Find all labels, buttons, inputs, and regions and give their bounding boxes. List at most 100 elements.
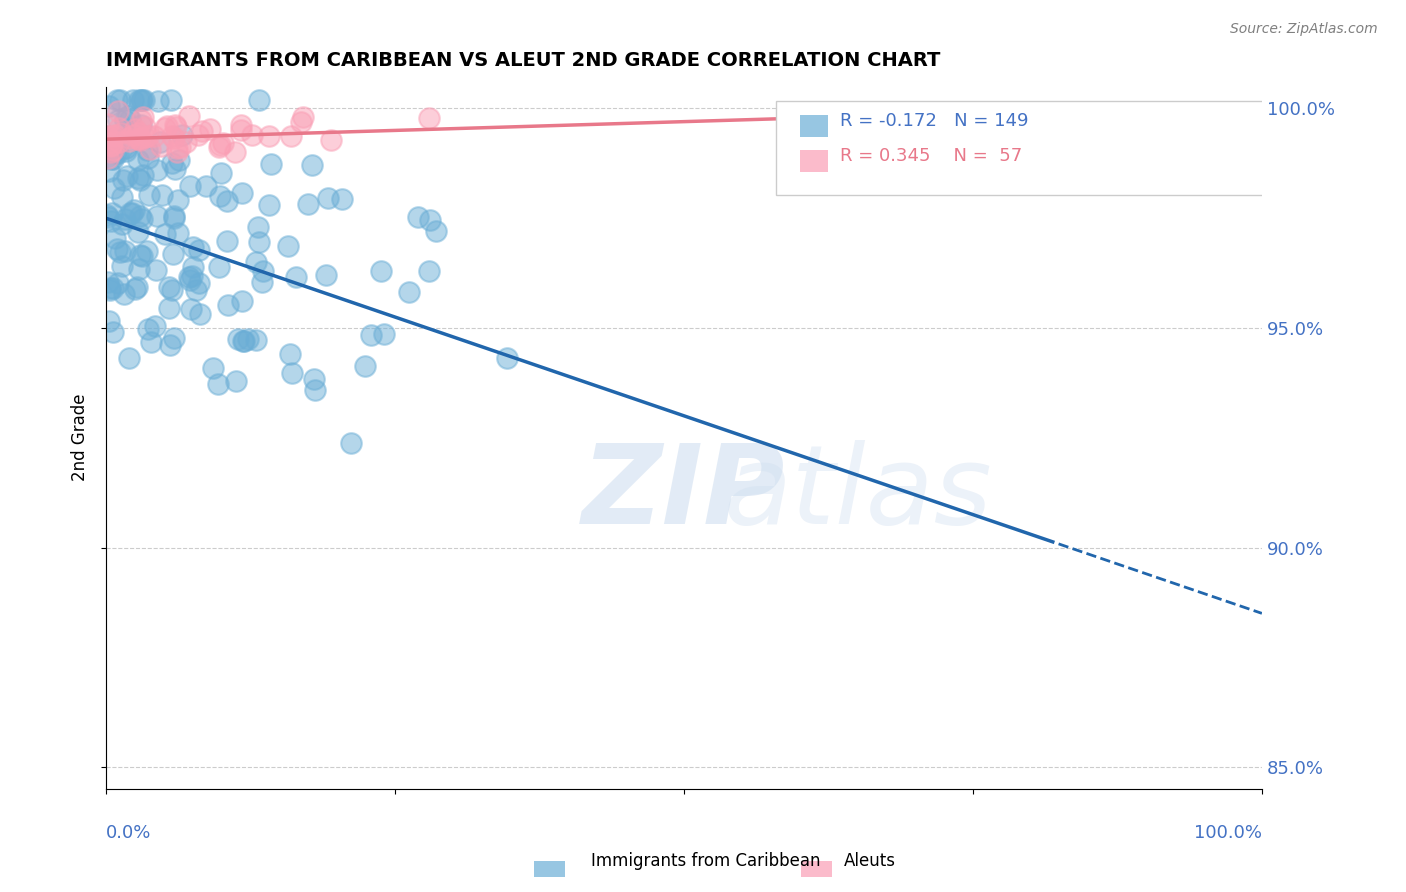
Point bbox=[195, 178, 218, 193]
Point bbox=[166, 226, 188, 240]
Point bbox=[115, 169, 138, 184]
Point bbox=[105, 242, 128, 256]
Point bbox=[183, 240, 205, 254]
Point bbox=[100, 153, 122, 167]
Point bbox=[211, 136, 233, 151]
Point bbox=[96, 128, 118, 143]
Point bbox=[321, 133, 343, 147]
Point bbox=[208, 140, 231, 154]
Point bbox=[128, 261, 150, 276]
Point bbox=[96, 151, 118, 165]
Point bbox=[121, 206, 143, 220]
Point bbox=[134, 120, 156, 134]
Point bbox=[148, 136, 170, 150]
Point bbox=[136, 322, 159, 336]
Point bbox=[103, 180, 125, 194]
Point bbox=[373, 326, 395, 341]
Point bbox=[107, 146, 129, 161]
Point bbox=[141, 334, 163, 349]
Point bbox=[129, 209, 152, 223]
Point bbox=[226, 332, 249, 346]
Point bbox=[115, 141, 138, 155]
Point bbox=[115, 144, 138, 158]
Point bbox=[127, 225, 149, 239]
Text: 0.0%: 0.0% bbox=[105, 824, 152, 842]
Point bbox=[188, 243, 211, 257]
Point bbox=[132, 111, 155, 125]
Point bbox=[110, 126, 132, 140]
Point bbox=[114, 112, 136, 127]
Point bbox=[138, 188, 160, 202]
FancyBboxPatch shape bbox=[776, 101, 1274, 195]
Point bbox=[247, 219, 270, 234]
Point bbox=[108, 120, 131, 135]
Point bbox=[418, 263, 440, 277]
Point bbox=[188, 307, 211, 321]
Point bbox=[107, 277, 129, 291]
Point bbox=[96, 208, 118, 222]
Point bbox=[100, 214, 122, 228]
Text: R = -0.172   N = 149: R = -0.172 N = 149 bbox=[839, 112, 1028, 130]
Point bbox=[118, 351, 141, 365]
Point bbox=[127, 170, 149, 185]
Point bbox=[160, 155, 183, 169]
Point bbox=[143, 318, 166, 333]
Point bbox=[125, 279, 148, 293]
Point bbox=[98, 283, 121, 297]
Point bbox=[232, 334, 254, 348]
Point bbox=[177, 270, 200, 285]
Point bbox=[112, 173, 135, 187]
Point bbox=[201, 361, 224, 376]
Point bbox=[129, 113, 152, 128]
Point bbox=[125, 126, 148, 140]
Point bbox=[208, 189, 231, 203]
Point bbox=[316, 191, 339, 205]
Point bbox=[108, 244, 131, 259]
Point bbox=[231, 186, 253, 201]
Point bbox=[418, 111, 440, 125]
Point bbox=[105, 93, 128, 107]
Point bbox=[129, 118, 152, 132]
Point bbox=[98, 163, 121, 178]
Point bbox=[240, 128, 263, 142]
Text: Aleuts: Aleuts bbox=[844, 852, 896, 870]
Point bbox=[165, 120, 187, 134]
Point bbox=[97, 275, 120, 289]
Point bbox=[127, 127, 149, 141]
Point bbox=[127, 153, 149, 167]
Point bbox=[291, 111, 314, 125]
Point bbox=[122, 202, 145, 217]
Point bbox=[111, 259, 134, 273]
Text: R = 0.345    N =  57: R = 0.345 N = 57 bbox=[839, 147, 1022, 165]
Point bbox=[114, 211, 136, 226]
Point bbox=[180, 301, 202, 316]
Point bbox=[163, 161, 186, 176]
Point bbox=[166, 141, 188, 155]
Point bbox=[162, 246, 184, 260]
Point bbox=[187, 276, 209, 290]
Point bbox=[129, 173, 152, 187]
Point bbox=[259, 128, 281, 143]
Point bbox=[107, 112, 129, 127]
Point bbox=[209, 166, 232, 180]
Point bbox=[281, 366, 304, 380]
Point bbox=[114, 287, 136, 301]
Point bbox=[135, 244, 157, 259]
Point bbox=[131, 93, 153, 107]
Point bbox=[187, 128, 209, 143]
Point bbox=[280, 129, 302, 144]
Point bbox=[215, 235, 238, 249]
Point bbox=[121, 93, 143, 107]
Point bbox=[260, 156, 283, 170]
Point bbox=[315, 268, 337, 282]
Point bbox=[103, 143, 125, 157]
Point bbox=[198, 122, 221, 136]
Point bbox=[247, 235, 270, 249]
Point bbox=[117, 109, 139, 123]
Point bbox=[132, 168, 155, 182]
Point bbox=[136, 143, 159, 157]
Point bbox=[162, 209, 184, 223]
Point bbox=[229, 118, 252, 132]
Point bbox=[131, 212, 153, 227]
Point bbox=[114, 244, 136, 259]
